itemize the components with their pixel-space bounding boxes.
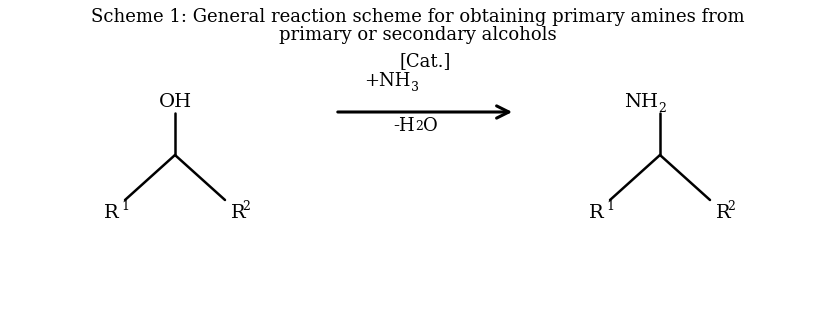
Text: primary or secondary alcohols: primary or secondary alcohols bbox=[279, 26, 556, 44]
Text: R: R bbox=[590, 204, 604, 222]
Text: 2: 2 bbox=[658, 102, 665, 115]
Text: Scheme 1: General reaction scheme for obtaining primary amines from: Scheme 1: General reaction scheme for ob… bbox=[91, 8, 744, 26]
Text: OH: OH bbox=[159, 93, 191, 111]
Text: R: R bbox=[716, 204, 731, 222]
Text: NH: NH bbox=[624, 93, 658, 111]
Text: R: R bbox=[231, 204, 245, 222]
Text: 3: 3 bbox=[411, 81, 419, 94]
Text: -H: -H bbox=[393, 117, 415, 135]
Text: +NH: +NH bbox=[365, 72, 411, 90]
Text: 2: 2 bbox=[242, 200, 250, 213]
Text: [Cat.]: [Cat.] bbox=[399, 52, 451, 70]
Text: R: R bbox=[104, 204, 119, 222]
Text: O: O bbox=[423, 117, 438, 135]
Text: 2: 2 bbox=[727, 200, 735, 213]
Text: 1: 1 bbox=[121, 200, 129, 213]
Text: 1: 1 bbox=[606, 200, 614, 213]
Text: 2: 2 bbox=[415, 120, 423, 133]
